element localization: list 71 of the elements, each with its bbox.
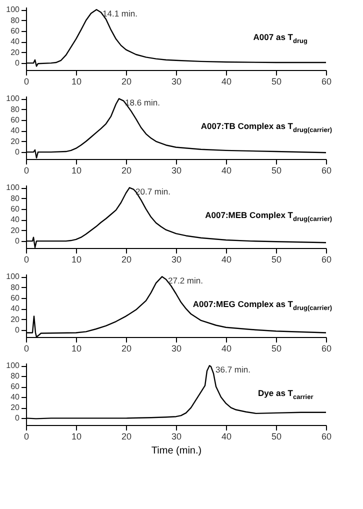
y-tick-label: 0 bbox=[15, 236, 20, 246]
x-tick-label: 0 bbox=[24, 344, 30, 354]
y-tick-label: 20 bbox=[10, 314, 20, 324]
x-tick-label: 30 bbox=[171, 344, 182, 354]
x-tick-label: 60 bbox=[321, 344, 332, 354]
y-tick-label: 20 bbox=[10, 403, 20, 412]
x-tick-label: 20 bbox=[121, 76, 132, 86]
y-tick-label: 40 bbox=[10, 304, 20, 314]
annotation: 18.6 min. bbox=[125, 98, 160, 108]
x-axis-title: Time (min.) bbox=[151, 446, 202, 456]
x-tick-label: 50 bbox=[271, 76, 282, 86]
y-tick-label: 80 bbox=[10, 194, 20, 203]
y-tick-label: 60 bbox=[10, 294, 20, 303]
y-tick-label: 60 bbox=[10, 116, 20, 125]
x-tick-label: 60 bbox=[321, 76, 332, 86]
y-tick-label: 20 bbox=[10, 48, 20, 57]
y-tick-label: 40 bbox=[10, 392, 20, 402]
annotation: 20.7 min. bbox=[136, 186, 170, 197]
x-tick-label: 0 bbox=[24, 76, 30, 86]
y-tick-label: 100 bbox=[6, 272, 20, 282]
x-tick-label: 10 bbox=[71, 432, 82, 442]
x-tick-label: 20 bbox=[121, 344, 132, 354]
y-tick-label: 100 bbox=[6, 94, 20, 104]
x-tick-label: 50 bbox=[271, 254, 282, 264]
x-tick-label: 50 bbox=[271, 166, 282, 176]
y-tick-label: 100 bbox=[6, 361, 20, 370]
x-tick-label: 20 bbox=[121, 254, 132, 264]
x-tick-label: 50 bbox=[271, 432, 282, 442]
x-tick-label: 20 bbox=[121, 166, 132, 176]
x-tick-label: 40 bbox=[221, 432, 232, 442]
y-tick-label: 60 bbox=[10, 382, 20, 392]
y-tick-label: 80 bbox=[10, 104, 20, 114]
x-tick-label: 10 bbox=[71, 76, 82, 86]
x-tick-label: 20 bbox=[121, 432, 132, 442]
y-tick-label: 0 bbox=[15, 58, 20, 68]
x-tick-label: 40 bbox=[221, 76, 232, 86]
x-tick-label: 30 bbox=[171, 432, 182, 442]
x-tick-label: 60 bbox=[321, 166, 332, 176]
x-tick-label: 0 bbox=[24, 254, 30, 264]
y-tick-label: 80 bbox=[10, 282, 20, 292]
x-tick-label: 30 bbox=[171, 76, 182, 86]
y-tick-label: 60 bbox=[10, 204, 20, 214]
x-tick-label: 50 bbox=[271, 344, 282, 354]
x-tick-label: 10 bbox=[71, 166, 82, 176]
y-tick-label: 0 bbox=[15, 414, 20, 423]
y-tick-label: 20 bbox=[10, 226, 20, 235]
annotation: 14.1 min. bbox=[102, 8, 138, 19]
y-tick-label: 100 bbox=[6, 183, 20, 192]
x-tick-label: 40 bbox=[221, 344, 232, 354]
y-tick-label: 80 bbox=[10, 16, 20, 25]
y-tick-label: 0 bbox=[15, 148, 20, 157]
x-tick-label: 60 bbox=[321, 254, 332, 264]
annotation: 36.7 min. bbox=[216, 364, 250, 375]
y-tick-label: 40 bbox=[10, 215, 20, 224]
y-tick-label: 60 bbox=[10, 26, 20, 36]
x-tick-label: 30 bbox=[171, 166, 182, 176]
y-tick-label: 40 bbox=[10, 126, 20, 136]
y-tick-label: 100 bbox=[6, 5, 20, 14]
x-tick-label: 10 bbox=[71, 344, 82, 354]
x-tick-label: 0 bbox=[24, 432, 30, 442]
y-tick-label: 40 bbox=[10, 37, 20, 46]
x-tick-label: 0 bbox=[24, 166, 30, 176]
x-tick-label: 40 bbox=[221, 166, 232, 176]
x-tick-label: 30 bbox=[171, 254, 182, 264]
annotation: 27.2 min. bbox=[168, 276, 203, 286]
x-tick-label: 10 bbox=[71, 254, 82, 264]
x-tick-label: 40 bbox=[221, 254, 232, 264]
y-tick-label: 20 bbox=[10, 136, 20, 146]
y-tick-label: 0 bbox=[15, 326, 20, 335]
x-tick-label: 60 bbox=[321, 432, 332, 442]
y-tick-label: 80 bbox=[10, 372, 20, 381]
